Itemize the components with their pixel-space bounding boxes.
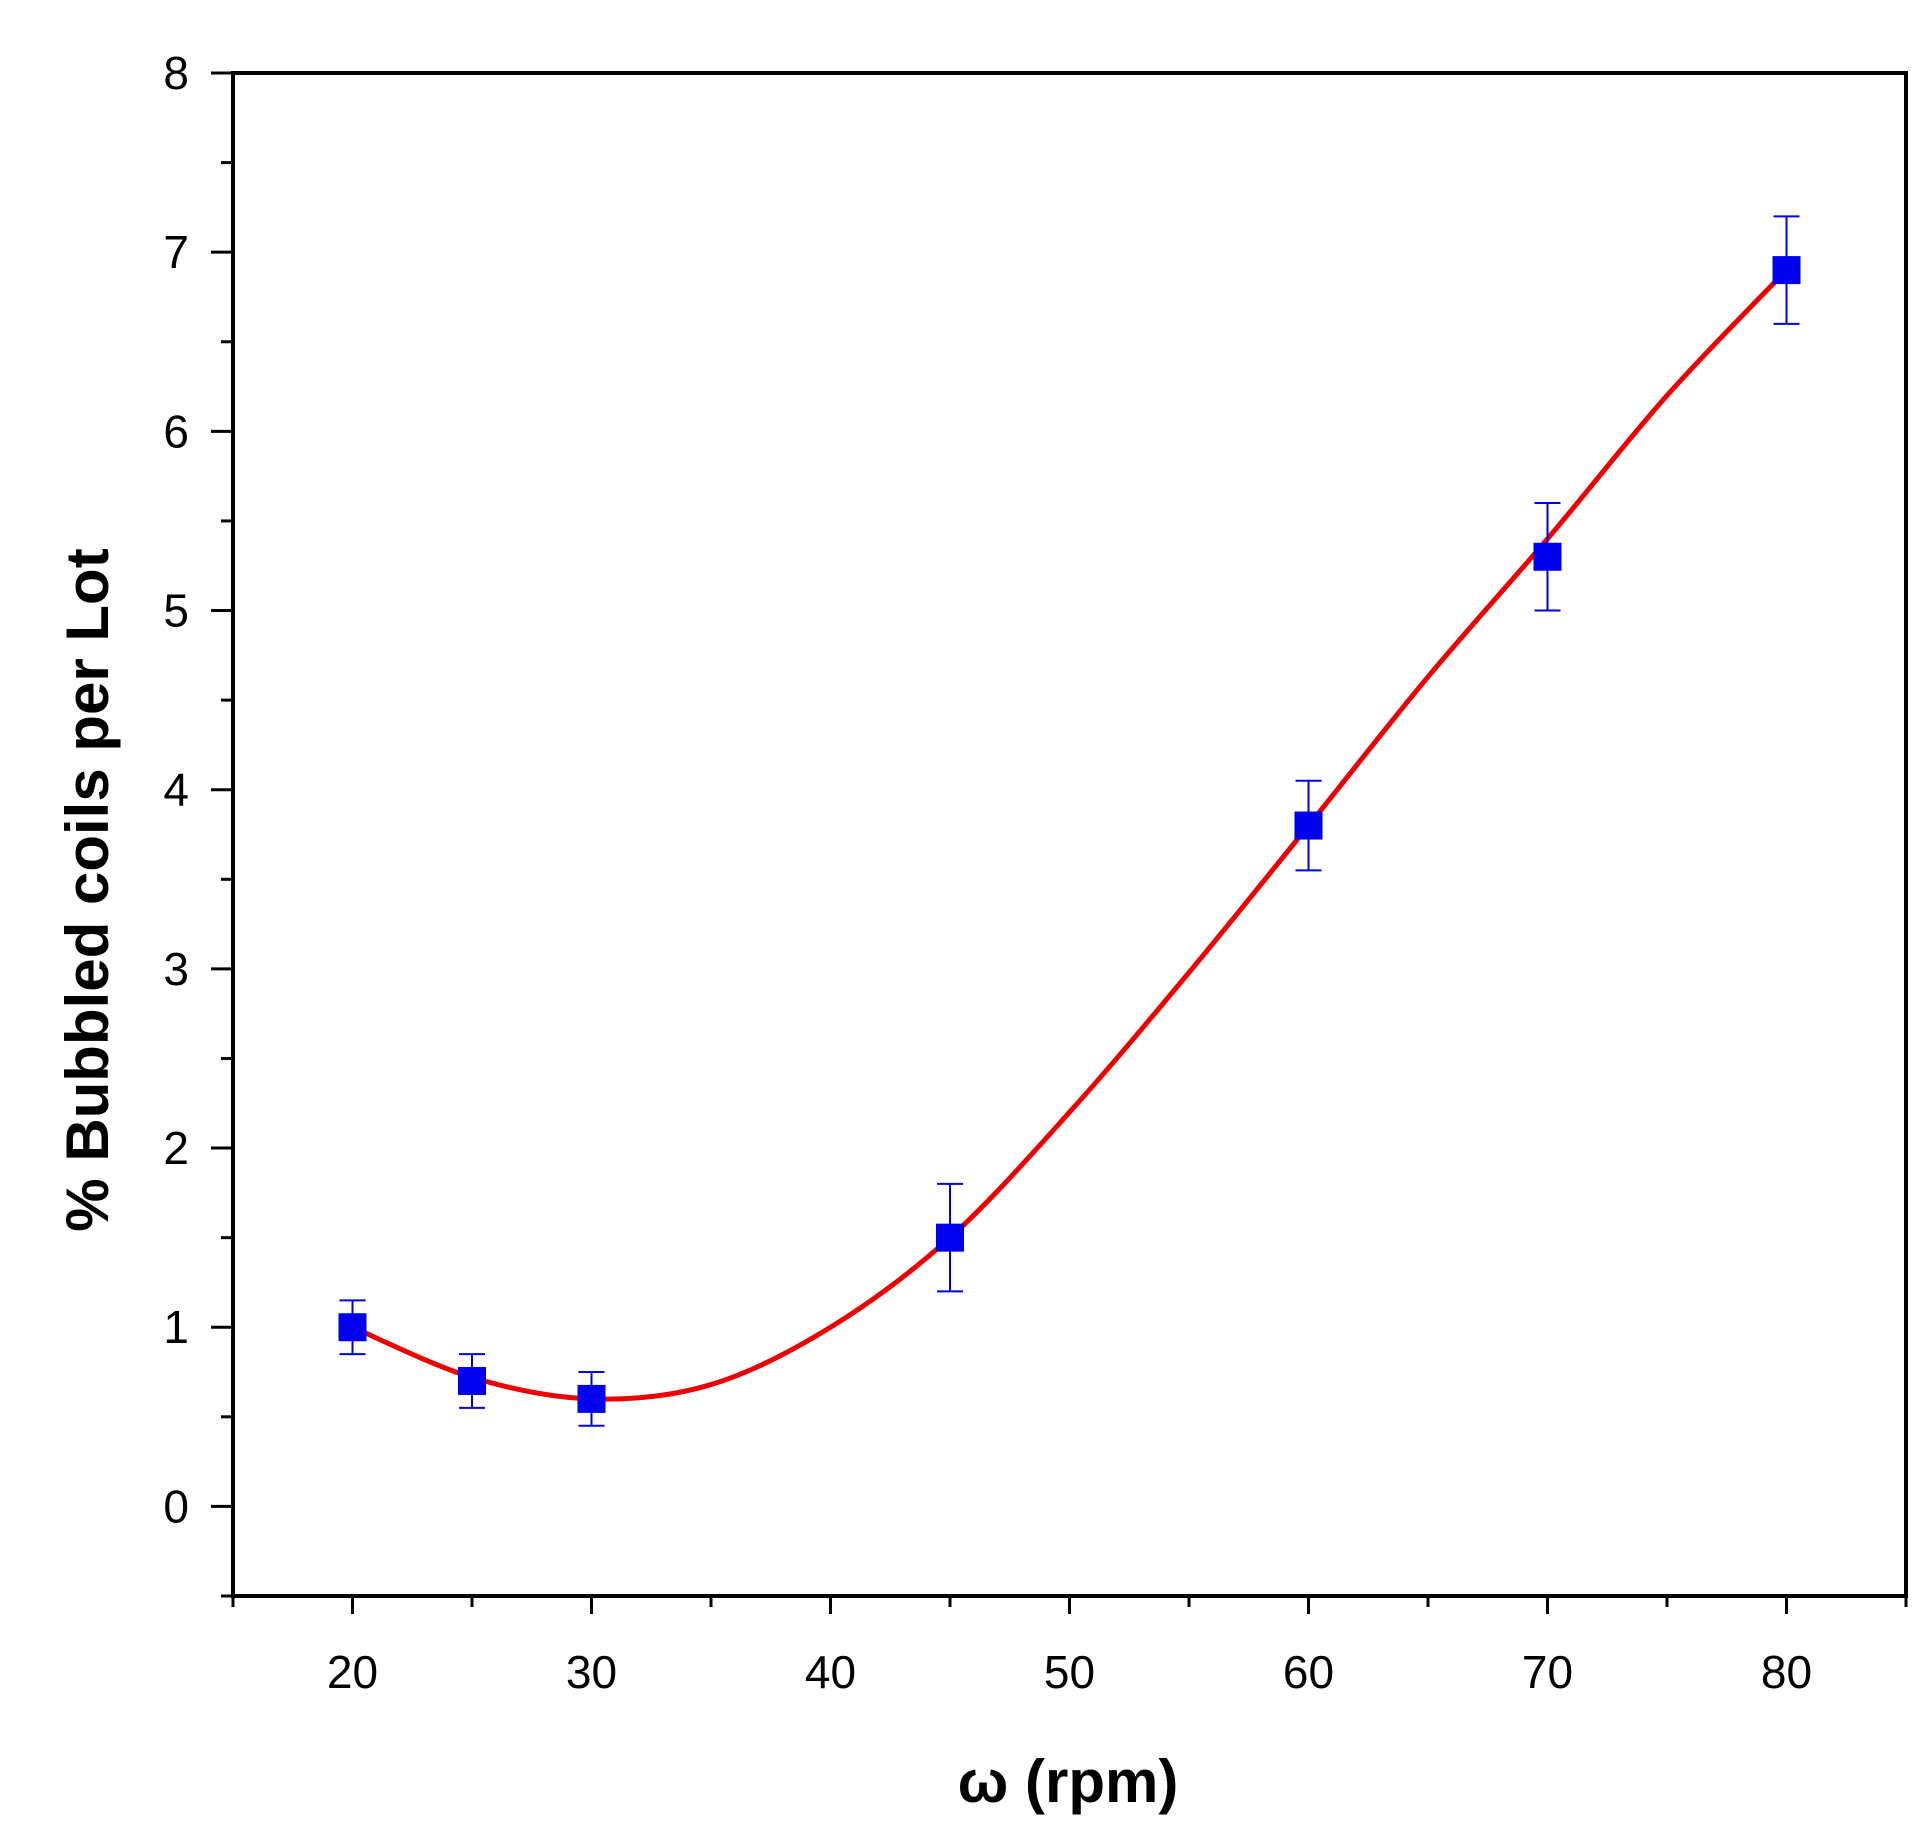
y-axis-title: % Bubbled coils per Lot [54,548,121,1231]
y-tick-label: 8 [163,47,189,99]
y-tick-label: 6 [163,405,189,457]
y-tick-label: 3 [163,943,189,995]
y-tick-label: 2 [163,1122,189,1174]
fit-curve-layer [350,267,1789,1402]
data-point [936,1223,964,1252]
data-point [1772,256,1801,285]
x-tick-label: 80 [1761,1646,1812,1698]
x-axis-ticks: 20 30 40 50 60 70 80 [231,1596,1908,1698]
y-tick-label: 7 [163,226,189,278]
x-axis-title: ω (rpm) [958,1748,1179,1815]
data-point [458,1366,486,1395]
data-point [577,1384,606,1413]
x-tick-label: 20 [327,1646,378,1698]
x-tick-label: 60 [1283,1646,1334,1698]
y-tick-label: 5 [163,585,189,637]
y-tick-label: 0 [163,1480,189,1532]
data-point [1533,542,1562,571]
y-axis-ticks: 0 1 2 3 4 5 6 7 8 [163,47,233,1598]
fit-curve-line [350,267,1789,1402]
x-tick-label: 50 [1044,1646,1095,1698]
error-bars [339,215,1800,1427]
x-tick-label: 70 [1522,1646,1573,1698]
data-points [338,256,1801,1413]
x-tick-label: 30 [566,1646,617,1698]
y-tick-label: 1 [163,1301,189,1353]
data-point [1294,811,1323,840]
data-point [338,1313,367,1342]
x-tick-label: 40 [805,1646,856,1698]
y-tick-label: 4 [163,764,189,816]
